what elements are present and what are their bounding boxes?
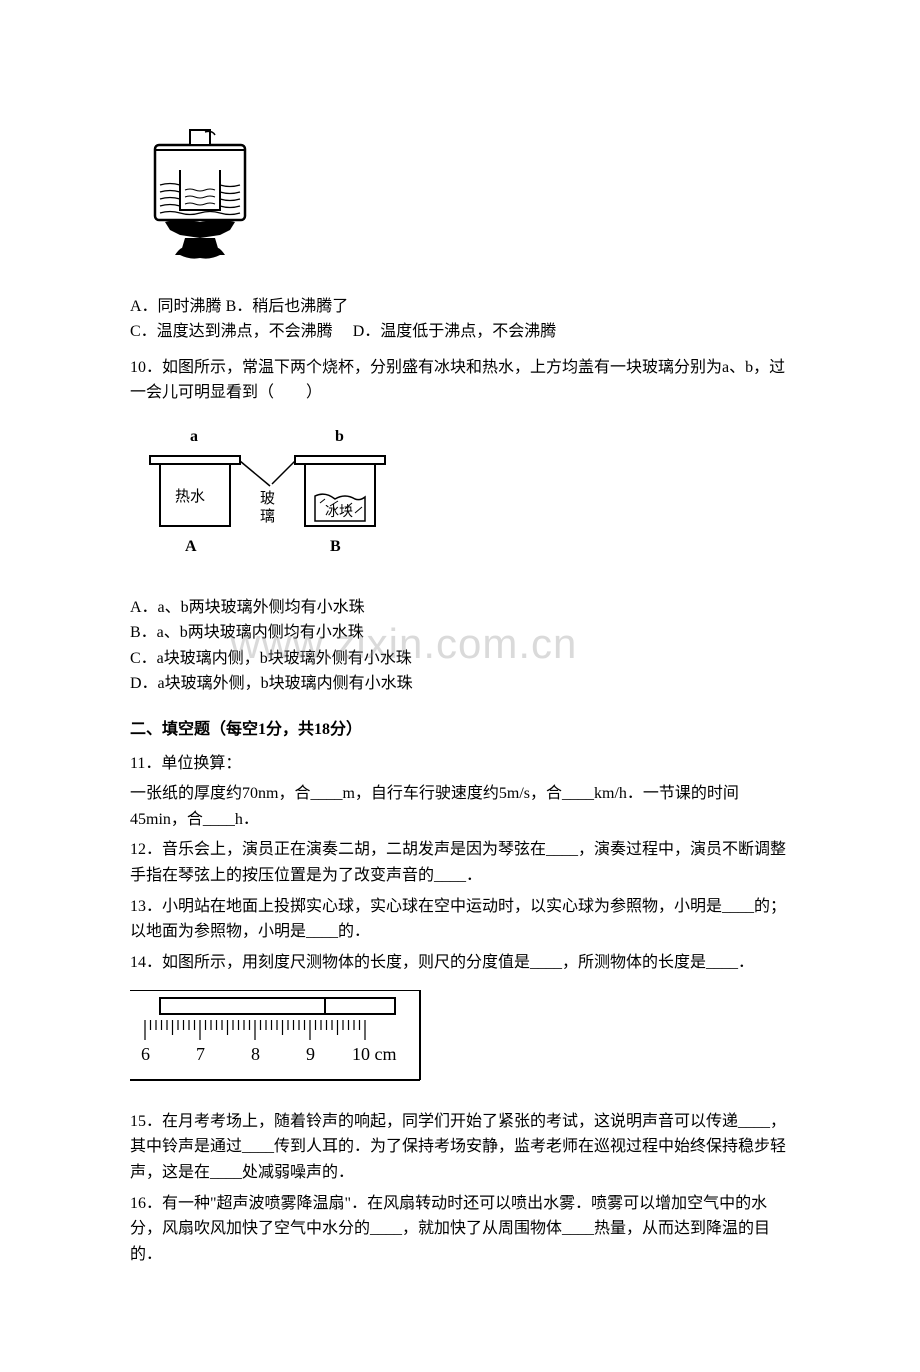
label-B: B	[330, 538, 341, 555]
figure-pot	[130, 110, 790, 279]
q15: 15．在月考考场上，随着铃声的响起，同学们开始了紧张的考试，这说明声音可以传递_…	[130, 1109, 790, 1186]
q10-stem: 10．如图所示，常温下两个烧杯，分别盛有冰块和热水，上方均盖有一块玻璃分别为a、…	[130, 355, 790, 406]
ruler-8: 8	[251, 1044, 260, 1064]
q10-options: A．a、b两块玻璃外侧均有小水珠 B．a、b两块玻璃内侧均有小水珠 C．a块玻璃…	[130, 595, 790, 697]
ruler-6: 6	[141, 1044, 150, 1064]
label-a: a	[190, 428, 198, 445]
q10-opt-b: B．a、b两块玻璃内侧均有小水珠	[130, 620, 790, 646]
label-ice: 冰块	[325, 504, 353, 520]
section2-header: 二、填空题（每空1分，共18分）	[130, 717, 790, 743]
q13: 13．小明站在地面上投掷实心球，实心球在空中运动时，以实心球为参照物，小明是__…	[130, 894, 790, 945]
label-A: A	[185, 538, 197, 555]
figure-beakers: a 热水 A 玻 璃 b 冰块 B	[130, 421, 790, 580]
figure-ruler: 6 7 8 9 10 cm	[130, 990, 790, 1094]
q9-opt-a: A．同时沸腾	[130, 298, 222, 315]
label-hot: 热水	[175, 488, 205, 505]
q10-opt-c: C．a块玻璃内侧，b块玻璃外侧有小水珠	[130, 646, 790, 672]
label-glass-2: 璃	[260, 508, 275, 525]
q12: 12．音乐会上，演员正在演奏二胡，二胡发声是因为琴弦在____，演奏过程中，演员…	[130, 837, 790, 888]
q10-opt-a: A．a、b两块玻璃外侧均有小水珠	[130, 595, 790, 621]
q10-opt-d: D．a块玻璃外侧，b块玻璃内侧有小水珠	[130, 671, 790, 697]
q14-text: 14．如图所示，用刻度尺测物体的长度，则尺的分度值是____，所测物体的长度是_…	[130, 950, 790, 976]
ruler-9: 9	[306, 1044, 315, 1064]
q9-opt-c: C．温度达到沸点，不会沸腾	[130, 323, 333, 340]
q9-options: A．同时沸腾 B．稍后也沸腾了 C．温度达到沸点，不会沸腾 D．温度低于沸点，不…	[130, 294, 790, 345]
q11-line: 一张纸的厚度约70nm，合____m，自行车行驶速度约5m/s，合____km/…	[130, 781, 790, 832]
label-glass-1: 玻	[260, 490, 275, 507]
q9-opt-d: D．温度低于沸点，不会沸腾	[353, 323, 557, 340]
ruler-10: 10 cm	[352, 1044, 397, 1064]
label-b: b	[335, 428, 344, 445]
q11-stem: 11．单位换算：	[130, 751, 790, 777]
ruler-7: 7	[196, 1044, 205, 1064]
q9-opt-b: B．稍后也沸腾了	[226, 298, 349, 315]
q16: 16．有一种"超声波喷雾降温扇"．在风扇转动时还可以喷出水雾．喷雾可以增加空气中…	[130, 1191, 790, 1268]
